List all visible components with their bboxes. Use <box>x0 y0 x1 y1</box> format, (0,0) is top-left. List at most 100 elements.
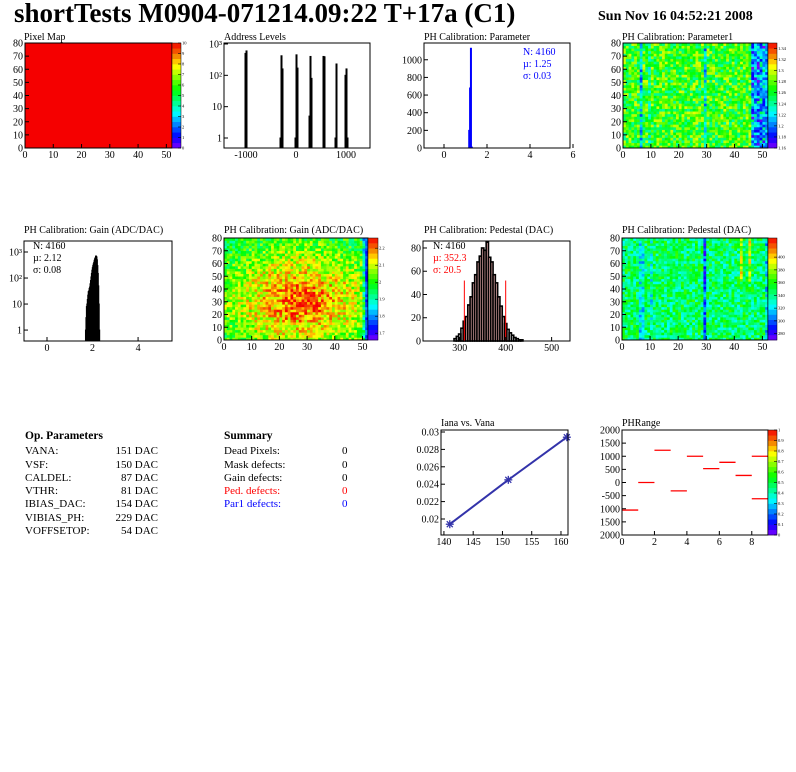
heatmap-cell <box>337 324 341 328</box>
heatmap-cell <box>667 43 671 46</box>
heatmap-cell <box>742 53 746 57</box>
heatmap-cell <box>293 243 297 246</box>
heatmap-cell <box>712 66 716 70</box>
heatmap-cell <box>271 276 275 280</box>
heatmap-cell <box>638 319 642 323</box>
heatmap-cell <box>678 45 682 49</box>
heatmap-cell <box>715 77 719 81</box>
heatmap-cell <box>293 337 297 341</box>
heatmap-cell <box>638 322 642 325</box>
heatmap-cell <box>656 106 660 109</box>
heatmap-cell <box>240 258 244 262</box>
heatmap-cell <box>653 61 657 65</box>
heatmap-cell <box>706 50 710 54</box>
heatmap-cell <box>251 289 255 292</box>
heatmap-cell <box>630 301 634 305</box>
heatmap-cell <box>248 268 252 272</box>
heatmap-cell <box>237 243 241 246</box>
heatmap-cell <box>343 319 347 323</box>
heatmap-cell <box>271 309 275 313</box>
heatmap-cell <box>653 77 657 81</box>
heatmap-cell <box>641 317 645 320</box>
heatmap-cell <box>684 87 688 91</box>
heatmap-cell <box>312 299 316 303</box>
heatmap-cell <box>276 268 280 272</box>
heatmap-cell <box>734 116 738 120</box>
palette-tick-label: 6 <box>182 83 185 88</box>
heatmap-cell <box>737 119 741 123</box>
heatmap-cell <box>653 95 657 99</box>
heatmap-cell <box>293 286 297 290</box>
heatmap-cell <box>703 95 707 99</box>
heatmap-cell <box>257 291 261 295</box>
heatmap-cell <box>265 294 269 297</box>
heatmap-cell <box>681 137 685 141</box>
heatmap-cell <box>282 276 286 280</box>
heatmap-cell <box>740 90 744 94</box>
heatmap-cell <box>365 289 369 292</box>
palette-tick-label: 2 <box>379 280 381 285</box>
heatmap-cell <box>678 113 682 117</box>
heatmap-cell <box>630 314 634 318</box>
heatmap-cell <box>664 108 668 112</box>
heatmap-cell <box>734 56 738 60</box>
heatmap-cell <box>639 142 643 146</box>
heatmap-cell <box>662 64 666 67</box>
heatmap-cell <box>667 132 671 136</box>
heatmap-cell <box>723 98 727 102</box>
heatmap-cell <box>734 43 738 46</box>
heatmap-cell <box>265 245 269 249</box>
heatmap-cell <box>623 90 627 94</box>
heatmap-cell <box>248 322 252 325</box>
heatmap-cell <box>648 45 652 49</box>
heatmap-cell <box>260 296 264 300</box>
heatmap-cell <box>307 271 311 274</box>
palette-swatch <box>172 127 181 133</box>
heatmap-cell <box>681 69 685 73</box>
heatmap-cell <box>332 309 336 313</box>
heatmap-cell <box>667 140 671 144</box>
heatmap-cell <box>273 283 277 287</box>
heatmap-cell <box>678 121 682 125</box>
heatmap-cell <box>287 311 291 315</box>
heatmap-cell <box>262 278 266 282</box>
heatmap-cell <box>664 129 668 133</box>
heatmap-cell <box>301 289 305 292</box>
heatmap-cell <box>734 111 738 115</box>
heatmap-cell <box>354 301 358 305</box>
heatmap-cell <box>689 106 694 109</box>
heatmap-cell <box>648 113 652 117</box>
heatmap-cell <box>703 137 707 141</box>
heatmap-cell <box>633 324 637 328</box>
heatmap-cell <box>759 137 763 141</box>
heatmap-cell <box>656 116 660 120</box>
heatmap-cell <box>284 296 288 300</box>
heatmap-cell <box>235 255 239 259</box>
heatmap-cell <box>345 253 349 257</box>
heatmap-cell <box>633 248 637 252</box>
heatmap-cell <box>723 90 727 94</box>
heatmap-cell <box>625 134 629 138</box>
heatmap-cell <box>720 134 724 138</box>
heatmap-cell <box>647 294 651 297</box>
heatmap-cell <box>684 64 688 67</box>
heatmap-cell <box>254 250 258 254</box>
heatmap-cell <box>692 64 696 67</box>
heatmap-cell <box>664 64 668 67</box>
heatmap-cell <box>692 127 696 130</box>
heatmap-cell <box>359 238 363 241</box>
heatmap-cell <box>284 260 288 264</box>
heatmap-cell <box>673 111 677 115</box>
heatmap-cell <box>636 240 640 244</box>
heatmap-cell <box>670 140 674 144</box>
heatmap-cell <box>715 61 719 65</box>
heatmap-cell <box>701 134 705 138</box>
heatmap-cell <box>756 56 760 60</box>
heatmap-cell <box>675 71 680 75</box>
heatmap-cell <box>248 304 252 308</box>
heatmap-cell <box>644 311 648 315</box>
heatmap-cell <box>282 250 286 254</box>
heatmap-cell <box>279 296 283 300</box>
heatmap-cell <box>332 260 336 264</box>
heatmap-cell <box>653 45 657 49</box>
